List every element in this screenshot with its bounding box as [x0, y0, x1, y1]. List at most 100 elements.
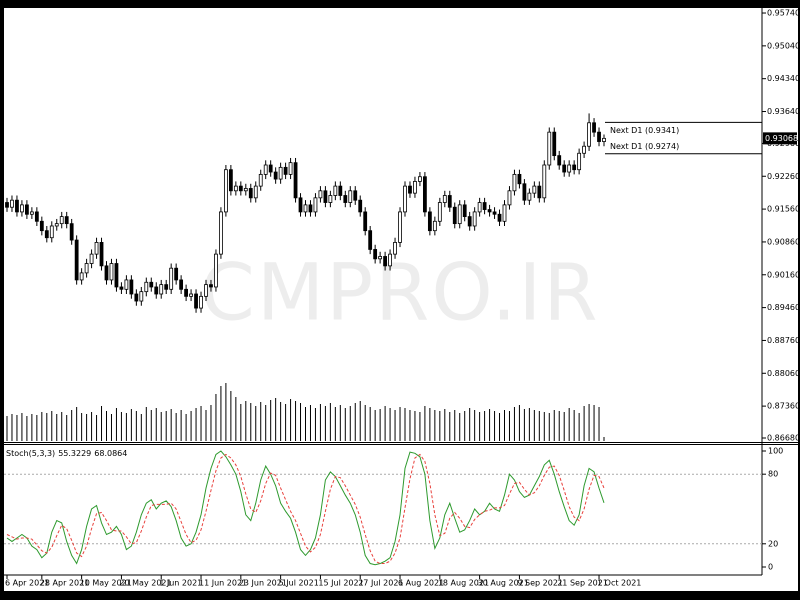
- candle-body: [189, 293, 193, 297]
- x-tick-label: 30 Aug 2021: [478, 579, 529, 588]
- candle-body: [587, 122, 591, 147]
- x-tick-label: 20 May 2021: [119, 579, 171, 588]
- candle-body: [164, 284, 169, 290]
- candle-body: [413, 181, 417, 194]
- candle-body: [452, 206, 457, 225]
- y-tick-label: 0.88760: [767, 336, 800, 345]
- candle-body: [338, 185, 343, 196]
- candle-body: [592, 122, 596, 133]
- candle-body: [278, 166, 283, 180]
- candle-body: [114, 263, 119, 288]
- candle-body: [15, 199, 19, 213]
- candle-body: [94, 242, 99, 255]
- candle-body: [562, 164, 567, 173]
- candle-body: [388, 253, 392, 267]
- level-label: Next D1 (0.9341): [610, 126, 679, 135]
- candle-body: [507, 190, 512, 206]
- last-price-box: [763, 132, 797, 145]
- candle-body: [194, 293, 198, 309]
- candle-body: [437, 202, 442, 222]
- candle-body: [577, 152, 582, 171]
- x-tick-label: 23 Jun 2021: [239, 579, 287, 588]
- candle-body: [273, 171, 278, 180]
- candle-body: [343, 195, 348, 203]
- candle-body: [49, 225, 54, 239]
- candle-body: [154, 286, 159, 295]
- candle-body: [29, 211, 34, 215]
- y-tick-label: 0.95040: [767, 41, 800, 50]
- candle-body: [298, 197, 303, 213]
- candle-body: [602, 137, 606, 142]
- candle-body: [373, 249, 378, 260]
- x-tick-label: 18 Aug 2021: [438, 579, 489, 588]
- candle-body: [89, 253, 94, 264]
- candle-body: [69, 223, 74, 241]
- candle-body: [517, 173, 522, 185]
- candle-body: [74, 239, 79, 281]
- candle-body: [139, 291, 144, 302]
- candle-body: [313, 197, 318, 213]
- candle-body: [582, 145, 586, 154]
- candle-body: [209, 284, 213, 288]
- indicator-tick-label: 80: [768, 470, 778, 479]
- indicator-name: Stoch(5,3,3): [6, 449, 55, 458]
- indicator-label: Stoch(5,3,3) 55.3229 68.0864: [6, 449, 127, 458]
- y-tick-label: 0.86680: [767, 434, 800, 443]
- candle-body: [567, 164, 572, 173]
- candle-body: [547, 131, 552, 166]
- candle-body: [174, 267, 179, 281]
- candle-body: [522, 183, 527, 201]
- indicator-line: [6, 453, 605, 565]
- candle-body: [204, 284, 208, 297]
- y-tick-label: 0.93640: [767, 107, 800, 116]
- candle-body: [20, 204, 24, 213]
- candle-body: [253, 185, 258, 199]
- x-tick-label: 6 Aug 2021: [398, 579, 444, 588]
- candle-body: [358, 199, 363, 213]
- candle-body: [363, 211, 368, 232]
- candle-body: [119, 286, 124, 290]
- candle-body: [39, 220, 44, 232]
- candle-body: [333, 185, 338, 196]
- candle-body: [79, 272, 84, 281]
- y-tick-label: 0.91560: [767, 205, 800, 214]
- candle-body: [442, 195, 447, 203]
- candle-body: [124, 279, 129, 290]
- candle-body: [34, 211, 39, 222]
- candle-body: [597, 131, 601, 142]
- candle-body: [179, 279, 184, 290]
- candle-body: [184, 288, 189, 297]
- candle-body: [532, 185, 537, 194]
- candle-body: [303, 204, 308, 213]
- candle-body: [393, 242, 397, 255]
- candle-body: [492, 211, 497, 215]
- candle-body: [54, 223, 59, 227]
- candle-body: [427, 211, 432, 232]
- candle-body: [447, 195, 452, 208]
- candle-body: [477, 202, 482, 213]
- candle-body: [368, 230, 373, 250]
- indicator-tick-label: 100: [768, 446, 783, 455]
- candle-body: [552, 131, 557, 157]
- y-tick-label: 0.90860: [767, 237, 800, 246]
- candle-body: [542, 164, 547, 199]
- y-tick-label: 0.87360: [767, 402, 800, 411]
- candle-body: [378, 256, 383, 260]
- candle-body: [144, 281, 149, 293]
- y-tick-label: 0.94340: [767, 74, 800, 83]
- x-tick-label: 27 Jul 2021: [358, 579, 403, 588]
- candle-body: [527, 192, 532, 201]
- x-tick-label: 28 Apr 2021: [40, 579, 89, 588]
- x-tick-label: 11 Jun 2021: [199, 579, 247, 588]
- candle-body: [268, 164, 273, 173]
- candle-body: [109, 263, 114, 281]
- x-tick-label: 1 Jun 2021: [159, 579, 202, 588]
- candle-body: [134, 293, 139, 302]
- candle-body: [457, 204, 462, 225]
- level-label: Next D1 (0.9274): [610, 142, 679, 151]
- candle-body: [159, 284, 164, 295]
- indicator-tick-label: 20: [768, 539, 778, 548]
- candle-body: [199, 295, 203, 309]
- x-tick-label: 6 Apr 2021: [5, 579, 49, 588]
